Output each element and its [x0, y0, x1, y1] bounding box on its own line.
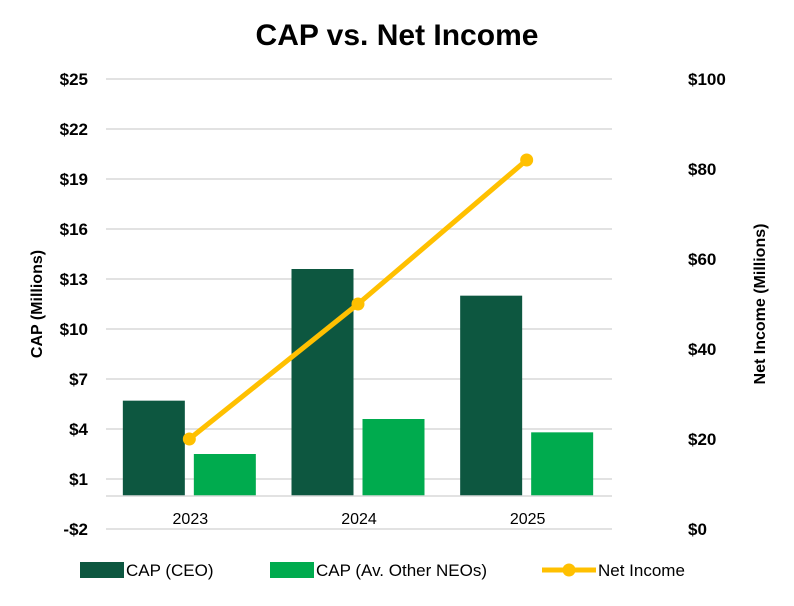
legend-label-cap-other-neos: CAP (Av. Other NEOs): [316, 561, 487, 580]
x-tick-label: 2024: [341, 511, 377, 528]
net-income-point: [351, 297, 365, 311]
left-tick-label: $13: [60, 270, 88, 289]
left-axis-ticks: -$2 $1 $4 $7 $10 $13 $16 $19 $22 $25: [60, 70, 89, 539]
net-income-point: [182, 432, 196, 446]
bar-cap-ceo: [460, 295, 523, 496]
legend-swatch-cap-ceo: [80, 562, 124, 578]
right-tick-label: $80: [688, 160, 716, 179]
legend-swatch-net-income-marker: [562, 563, 576, 577]
right-tick-label: $0: [688, 520, 707, 539]
left-axis-title: CAP (Millions): [29, 250, 46, 358]
right-axis-title: Net Income (Millions): [752, 224, 769, 385]
left-tick-label: $4: [69, 420, 88, 439]
bar-cap-ceo: [291, 269, 354, 496]
left-tick-label: $1: [69, 470, 88, 489]
right-tick-label: $60: [688, 250, 716, 269]
left-tick-label: $22: [60, 120, 88, 139]
net-income-line: [182, 153, 534, 446]
legend-label-cap-ceo: CAP (CEO): [126, 561, 214, 580]
bars: [122, 269, 594, 496]
legend: CAP (CEO) CAP (Av. Other NEOs) Net Income: [80, 561, 685, 580]
legend-label-net-income: Net Income: [598, 561, 685, 580]
left-tick-label: $7: [69, 370, 88, 389]
chart-title: CAP vs. Net Income: [256, 19, 539, 52]
left-tick-label: $25: [60, 70, 88, 89]
bar-cap-other-neos: [531, 432, 594, 496]
right-tick-label: $40: [688, 340, 716, 359]
bar-cap-other-neos: [362, 419, 425, 496]
right-tick-label: $20: [688, 430, 716, 449]
legend-swatch-cap-other-neos: [270, 562, 314, 578]
x-axis-ticks: 2023 2024 2025: [173, 511, 546, 528]
left-tick-label: $10: [60, 320, 88, 339]
right-axis-ticks: $0 $20 $40 $60 $80 $100: [688, 70, 726, 539]
left-tick-label: $16: [60, 220, 88, 239]
x-tick-label: 2025: [510, 511, 546, 528]
right-tick-label: $100: [688, 70, 726, 89]
x-tick-label: 2023: [173, 511, 209, 528]
left-tick-label: $19: [60, 170, 88, 189]
bar-cap-other-neos: [193, 454, 256, 496]
net-income-point: [520, 153, 534, 167]
left-tick-label: -$2: [63, 520, 88, 539]
gridlines: [106, 78, 612, 530]
bar-cap-ceo: [122, 400, 185, 496]
